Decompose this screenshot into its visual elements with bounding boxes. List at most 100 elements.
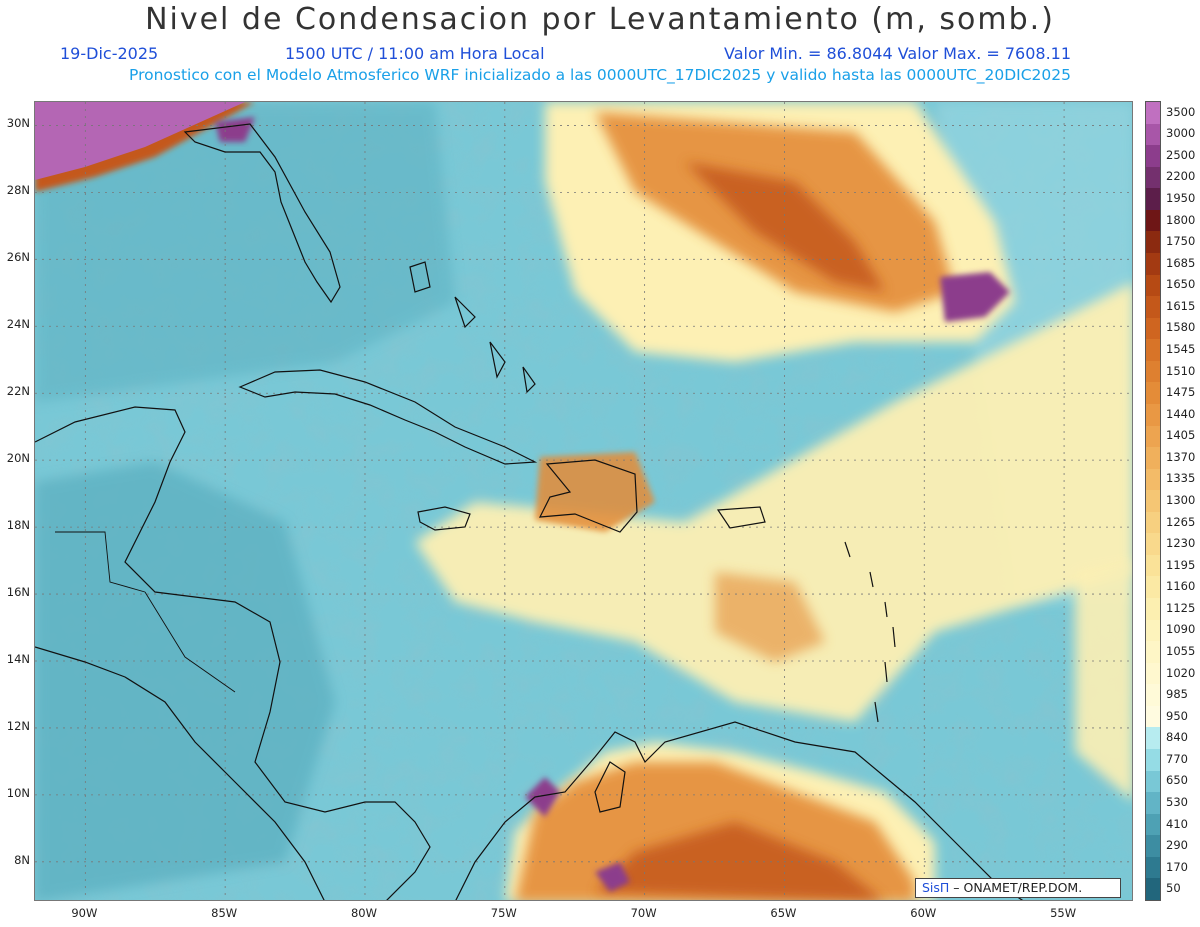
color-scale-label: 1195 [1166, 557, 1196, 572]
color-scale-swatch [1146, 554, 1160, 577]
orange-region-east-caribbean [715, 572, 825, 662]
color-scale-swatch [1146, 749, 1160, 772]
magenta-region-gulf [35, 102, 245, 180]
lat-tick-label: 30N [6, 116, 30, 131]
purple-core-colombia-south [595, 862, 630, 892]
color-scale-label: 1510 [1166, 363, 1196, 378]
color-scale-label: 1300 [1166, 493, 1196, 507]
color-scale-swatch [1146, 102, 1160, 125]
lat-tick-label: 20N [6, 451, 30, 466]
color-scale-label: 1370 [1166, 449, 1196, 464]
color-scale-swatch [1146, 123, 1160, 146]
lat-tick-label: 12N [6, 718, 30, 733]
lat-tick-label: 8N [14, 852, 30, 867]
color-scale-label: 1405 [1166, 428, 1196, 443]
color-scale-label: 1750 [1166, 234, 1196, 249]
credit-text: – ONAMET/REP.DOM. [949, 880, 1083, 895]
color-scale-label: 1685 [1166, 255, 1196, 270]
lat-tick-label: 24N [6, 317, 30, 332]
color-scale-label: 1265 [1166, 514, 1196, 529]
min-max-values: Valor Min. = 86.8044 Valor Max. = 7608.1… [724, 44, 1072, 63]
dark-orange-south-america [595, 822, 883, 900]
color-scale-swatch [1146, 145, 1160, 168]
color-scale-swatch [1146, 813, 1160, 836]
color-scale-swatch [1146, 727, 1160, 750]
color-scale-swatch [1146, 792, 1160, 815]
color-scale-label: 1125 [1166, 600, 1196, 615]
color-scale-label: 2200 [1166, 169, 1196, 184]
credit-box: SisΠ – ONAMET/REP.DOM. [915, 878, 1121, 898]
lat-tick-label: 26N [6, 250, 30, 265]
color-scale-swatch [1146, 403, 1160, 426]
color-scale-label: 1160 [1166, 579, 1196, 594]
color-scale-swatch [1146, 576, 1160, 599]
lat-tick-label: 18N [6, 518, 30, 533]
color-scale-label: 50 [1166, 881, 1181, 896]
color-scale-label: 1230 [1166, 536, 1196, 551]
color-scale-swatch [1146, 339, 1160, 362]
lat-tick-label: 28N [6, 183, 30, 198]
color-scale-swatch [1146, 856, 1160, 879]
yellow-region-east-caribbean [415, 283, 1132, 722]
color-scale-swatch [1146, 662, 1160, 685]
orange-region-hispaniola [535, 452, 655, 532]
color-scale-label: 840 [1166, 730, 1188, 745]
color-scale-swatch [1146, 770, 1160, 793]
color-scale-label: 1055 [1166, 643, 1196, 658]
valid-time: 1500 UTC / 11:00 am Hora Local [285, 44, 545, 63]
color-scale-label: 3500 [1166, 104, 1196, 119]
color-scale-swatch [1146, 511, 1160, 534]
color-scale-label: 2500 [1166, 147, 1196, 162]
color-scale-label: 1440 [1166, 406, 1196, 421]
color-scale-label: 650 [1166, 773, 1188, 788]
lat-tick-label: 16N [6, 585, 30, 600]
color-scale-label: 1615 [1166, 298, 1196, 313]
color-scale-label: 950 [1166, 708, 1188, 723]
purple-core-colombia [525, 777, 560, 817]
color-scale-swatch [1146, 835, 1160, 858]
color-scale-swatch [1146, 490, 1160, 513]
lon-tick-label: 65W [770, 906, 797, 920]
color-scale-swatch [1146, 878, 1160, 901]
map-title: Nivel de Condensacion por Levantamiento … [145, 2, 1055, 37]
dark-region-gulf [35, 102, 455, 402]
lon-tick-label: 70W [630, 906, 657, 920]
color-scale-swatch [1146, 209, 1160, 232]
color-scale-label: 1545 [1166, 342, 1196, 357]
color-scale-swatch [1146, 598, 1160, 621]
map-canvas [35, 102, 1132, 900]
lon-tick-label: 85W [211, 906, 238, 920]
color-scale-swatch [1146, 188, 1160, 211]
purple-core-atlantic [940, 272, 1010, 322]
dark-region-central-america [35, 462, 335, 900]
color-scale-swatch [1146, 533, 1160, 556]
color-scale-swatch [1146, 468, 1160, 491]
color-scale-swatch [1146, 641, 1160, 664]
color-scale-label: 1580 [1166, 320, 1196, 335]
color-scale-swatch [1146, 360, 1160, 383]
color-scale-label: 3000 [1166, 126, 1196, 141]
lat-tick-label: 10N [6, 785, 30, 800]
color-scale-swatch [1146, 382, 1160, 405]
lcl-field [35, 102, 1132, 900]
color-scale-label: 1650 [1166, 277, 1196, 292]
lon-tick-label: 90W [71, 906, 98, 920]
valid-date: 19-Dic-2025 [60, 44, 159, 63]
color-scale-label: 985 [1166, 687, 1188, 702]
color-scale-label: 290 [1166, 838, 1188, 853]
coastlines [35, 123, 1024, 900]
color-scale-swatch [1146, 317, 1160, 340]
color-scale-swatch [1146, 274, 1160, 297]
color-scale-label: 530 [1166, 794, 1188, 809]
graticule [35, 102, 1132, 900]
lat-tick-label: 14N [6, 651, 30, 666]
lon-tick-label: 75W [490, 906, 517, 920]
color-scale-swatch [1146, 705, 1160, 728]
color-scale-label: 1020 [1166, 665, 1196, 680]
lon-tick-label: 80W [350, 906, 377, 920]
lon-tick-label: 60W [910, 906, 937, 920]
color-scale-label: 1090 [1166, 622, 1196, 637]
color-scale-swatch [1146, 296, 1160, 319]
color-scale-label: 1950 [1166, 191, 1196, 206]
color-scale-label: 770 [1166, 751, 1188, 766]
